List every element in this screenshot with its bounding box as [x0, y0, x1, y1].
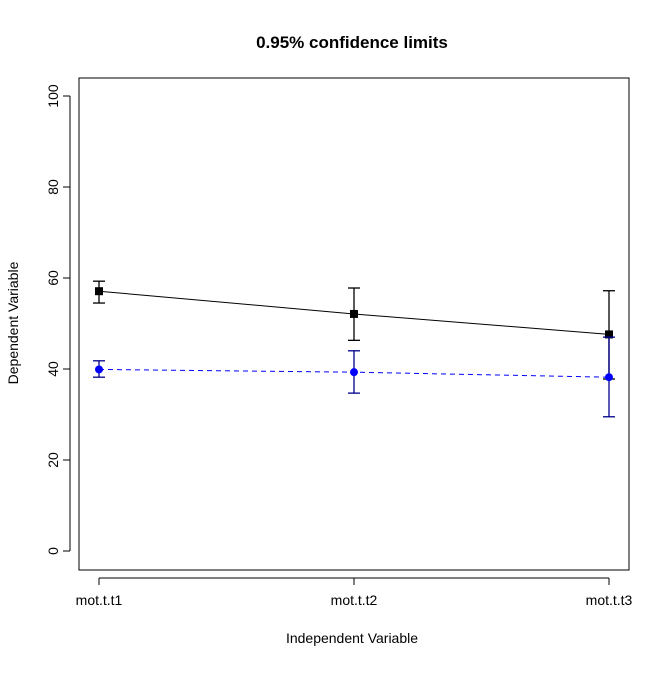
data-point [95, 365, 103, 374]
data-point [95, 287, 103, 296]
x-tick-label: mot.t.t2 [331, 592, 378, 608]
y-tick-label: 80 [45, 179, 61, 195]
data-point [350, 368, 358, 377]
plot-frame [78, 77, 630, 571]
y-tick-label: 40 [45, 361, 61, 377]
x-tick-label: mot.t.t3 [586, 592, 633, 608]
data-point [605, 330, 613, 339]
chart-title: 0.95% confidence limits [256, 33, 448, 52]
y-tick-label: 100 [45, 84, 61, 108]
data-point [350, 309, 358, 318]
x-tick-label: mot.t.t1 [76, 592, 123, 608]
data-point [605, 373, 613, 382]
y-tick-label: 0 [45, 547, 61, 555]
series-1 [93, 280, 615, 380]
series-2 [93, 336, 615, 418]
y-axis-label: Dependent Variable [5, 261, 21, 384]
x-axis-label: Independent Variable [286, 630, 418, 646]
y-tick-label: 20 [45, 452, 61, 468]
y-tick-label: 60 [45, 270, 61, 286]
